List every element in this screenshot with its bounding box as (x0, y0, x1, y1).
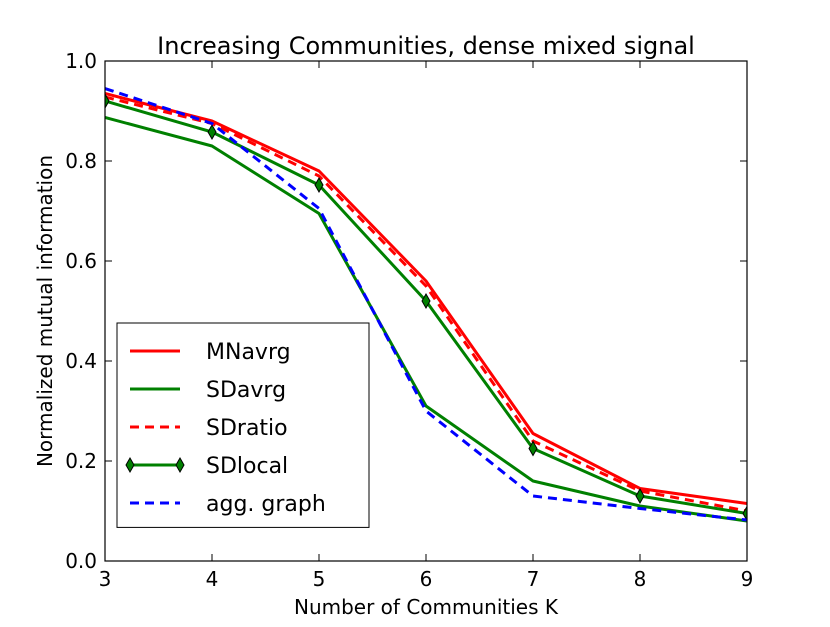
series-point-sdlocal (105, 92, 110, 110)
legend: MNavrg SDavrg SDratio SDlocal agg. graph (116, 322, 370, 528)
y-tick-label: 1.0 (65, 49, 97, 73)
series-point-sdlocal (207, 123, 217, 141)
series-line-agg-graph (105, 87, 747, 522)
y-tick-label: 0.0 (65, 549, 97, 573)
y-tick-label: 0.2 (65, 449, 97, 473)
x-tick-label: 6 (420, 567, 433, 591)
x-tick-label: 5 (313, 567, 326, 591)
series-point-sdlocal (421, 292, 431, 310)
legend-marker-sdlocal (175, 456, 185, 474)
chart-title: Increasing Communities, dense mixed sign… (157, 32, 695, 60)
x-tick-label: 9 (741, 567, 754, 591)
y-axis-label: Normalized mutual information (33, 155, 57, 467)
series-point-sdlocal (314, 176, 324, 194)
legend-marker-sdlocal (125, 456, 135, 474)
y-tick-label: 0.6 (65, 249, 97, 273)
axes-layer: 3 4 5 6 7 8 9 0.0 0.2 0.4 0.6 0.8 1.0 (65, 49, 753, 591)
legend-label-sdlocal: SDlocal (206, 454, 288, 479)
legend-label-sdratio: SDratio (206, 416, 288, 441)
series-layer (105, 87, 747, 523)
legend-box (116, 322, 370, 528)
x-axis-label: Number of Communities K (294, 595, 559, 619)
y-tick-label: 0.4 (65, 349, 97, 373)
x-tick-label: 3 (99, 567, 112, 591)
series-point-sdlocal (635, 487, 645, 505)
x-tick-label: 4 (206, 567, 219, 591)
y-tick-label: 0.8 (65, 149, 97, 173)
x-tick-label: 8 (634, 567, 647, 591)
series-line-sdavrg (105, 116, 747, 523)
legend-label-mnavrg: MNavrg (206, 340, 291, 365)
legend-label-sdavrg: SDavrg (206, 378, 286, 403)
series-point-sdlocal (742, 505, 747, 522)
series-point-sdlocal (528, 440, 538, 457)
x-tick-label: 7 (527, 567, 540, 591)
legend-label-agg-graph: agg. graph (206, 492, 326, 517)
